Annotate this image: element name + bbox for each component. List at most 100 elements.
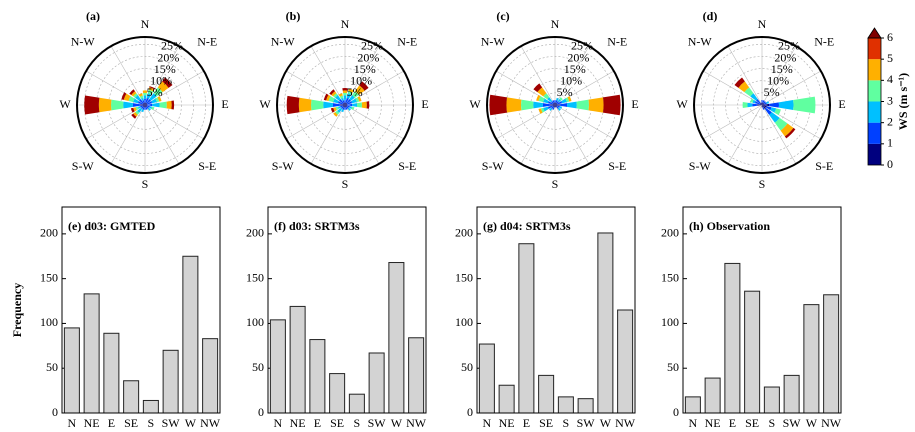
bar — [557, 396, 574, 414]
direction-label: W — [59, 97, 71, 111]
rose-segment — [769, 102, 779, 108]
rose-segment — [341, 97, 344, 101]
rose-segment — [147, 103, 153, 107]
rose-segment — [147, 105, 150, 108]
radial-tick-label: 5% — [764, 85, 780, 99]
y-tick-label: 100 — [455, 315, 473, 329]
rose-segment — [140, 105, 143, 108]
direction-label: E — [421, 97, 428, 111]
rose-segment — [143, 102, 145, 105]
ring — [108, 68, 182, 142]
ring — [700, 43, 824, 167]
rose-segment — [335, 95, 341, 101]
rose-segment — [333, 107, 337, 112]
rose-segment — [343, 92, 347, 96]
rose-segment — [171, 100, 175, 110]
rose-segment — [139, 95, 144, 99]
axes-frame — [267, 206, 427, 414]
rose-segment — [547, 101, 553, 105]
axes-frame — [682, 206, 842, 414]
rose-segment — [537, 87, 547, 97]
direction-label: S-W — [272, 159, 295, 173]
rose-segment — [133, 107, 137, 112]
direction-label: N-E — [197, 35, 217, 49]
rose-segment — [793, 96, 816, 114]
rose-segment — [330, 107, 335, 113]
y-tick-label: 150 — [455, 270, 473, 284]
rose-segment — [347, 90, 353, 95]
direction-label: N-W — [481, 35, 506, 49]
rose-segment — [543, 98, 549, 104]
rose-segment — [148, 87, 155, 92]
rose-segment — [351, 98, 357, 104]
x-tick-label: W — [185, 416, 197, 430]
x-tick-label: SW — [783, 416, 802, 430]
bar — [202, 338, 219, 414]
rose-segment — [557, 105, 560, 108]
rose-segment — [333, 98, 339, 104]
spoke — [702, 104, 763, 140]
bar — [704, 377, 721, 414]
spoke — [144, 104, 205, 140]
radial-tick-label: 20% — [157, 50, 179, 64]
ring — [283, 43, 407, 167]
rose-segment — [555, 102, 557, 105]
rose-segment — [323, 93, 329, 101]
rose-segment — [84, 95, 100, 115]
radial-tick-label: 5% — [557, 85, 573, 99]
y-tick-label: 50 — [46, 360, 58, 374]
rose-segment — [543, 93, 550, 100]
rose-segment — [761, 100, 763, 103]
rose-segment — [343, 105, 345, 108]
rose-segment — [762, 103, 765, 105]
rose-segment — [555, 105, 557, 107]
radial-tick-label: 10% — [150, 74, 172, 88]
rose-segment — [343, 105, 345, 107]
bar — [408, 337, 425, 414]
rose-segment — [348, 88, 354, 93]
direction-label: S-W — [689, 159, 712, 173]
ring — [83, 43, 207, 167]
rose-segment — [550, 104, 555, 106]
spoke — [727, 104, 763, 165]
spoke — [144, 104, 180, 165]
radial-tick-label: 5% — [347, 85, 363, 99]
rose-segment — [140, 104, 145, 106]
rose-segment — [323, 101, 334, 109]
spoke — [310, 104, 346, 165]
rose-segment — [533, 83, 543, 93]
direction-label: N — [551, 17, 560, 31]
rose-segment — [554, 102, 556, 105]
direction-label: S-E — [198, 159, 216, 173]
rose-segment — [764, 102, 767, 105]
rose-segment — [555, 104, 560, 106]
direction-label: S-E — [398, 159, 416, 173]
rose-segment — [536, 94, 541, 102]
radial-tick-label: 15% — [354, 62, 376, 76]
rose-segment — [552, 107, 555, 110]
rose-segment — [752, 103, 758, 107]
rose-segment — [145, 97, 149, 103]
bar — [269, 319, 286, 414]
x-tick-label: N — [68, 416, 77, 430]
radial-tick-label: 25% — [361, 39, 383, 53]
direction-label: S — [552, 177, 559, 191]
rose-segment — [766, 106, 772, 111]
rose-segment — [342, 103, 345, 105]
rose-segment — [298, 97, 312, 113]
rose-segment — [144, 102, 146, 105]
colorbar-bin — [868, 122, 881, 144]
rose-segment — [506, 97, 522, 113]
rose-segment — [137, 101, 143, 105]
rose-segment — [551, 101, 554, 104]
rose-segment — [345, 105, 347, 108]
rose-segment — [145, 103, 148, 105]
rose-segment — [762, 105, 764, 108]
y-tick-label: 0 — [673, 405, 679, 419]
rose-segment — [344, 100, 346, 103]
rose-segment — [335, 110, 340, 115]
rose-segment — [556, 97, 559, 101]
y-tick-label: 50 — [667, 360, 679, 374]
direction-label: N-E — [814, 35, 834, 49]
rose-segment — [752, 99, 756, 104]
